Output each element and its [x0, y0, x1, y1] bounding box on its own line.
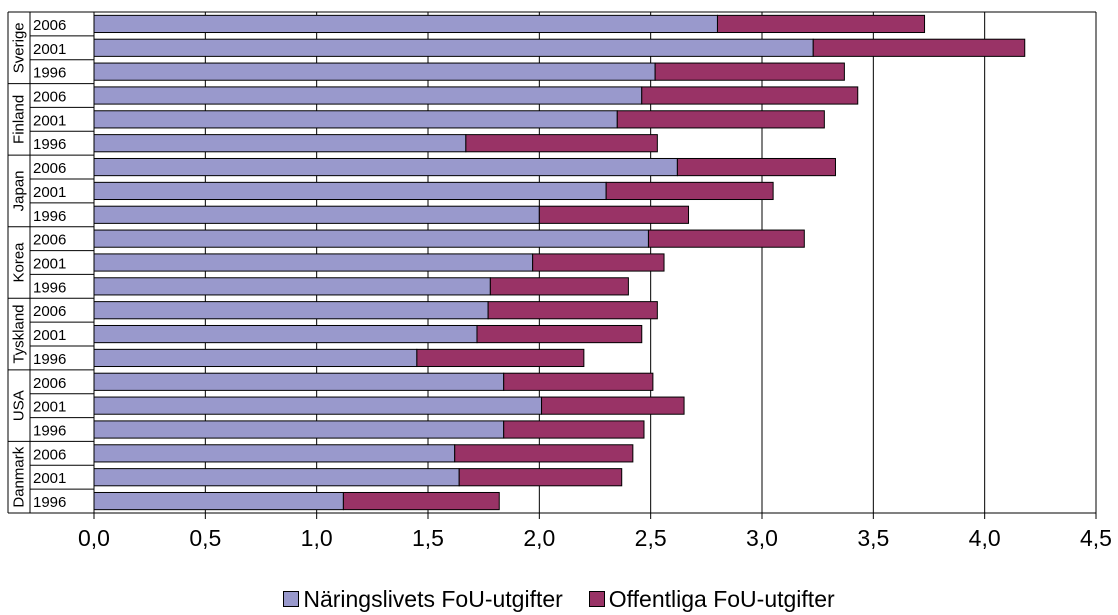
bar-public [616, 110, 825, 129]
bar-business [93, 205, 540, 224]
legend-swatch-public [588, 591, 605, 607]
legend-label-business: Näringslivets FoU-utgifter [303, 585, 563, 612]
bar-business [93, 468, 460, 487]
bar-business [93, 444, 456, 463]
year-label: 1996 [33, 279, 66, 296]
bar-public [342, 491, 500, 511]
chart: 2006 2001 1996 2006 2001 1996 2006 2001 1996 2006… [7, 11, 1112, 551]
bar-public [716, 14, 926, 34]
bar-business [93, 277, 491, 296]
year-label: 2006 [33, 375, 66, 392]
year-label: 1996 [33, 351, 66, 368]
bar-public [676, 157, 836, 177]
year-label: 2001 [33, 41, 66, 58]
x-tick-label: 3,0 [746, 525, 778, 551]
country-label: Japan [11, 170, 28, 211]
x-tick-label: 0,5 [189, 525, 221, 551]
bar-business [93, 181, 607, 201]
bar-business [93, 38, 814, 57]
year-label: 1996 [33, 136, 66, 153]
x-tick-label: 2,5 [635, 525, 667, 551]
country-label: Danmark [11, 446, 28, 507]
year-label: 2006 [33, 446, 66, 463]
bar-public [654, 62, 845, 81]
bar-public [489, 277, 629, 296]
bar-business [93, 372, 505, 391]
bar-public [454, 444, 634, 463]
bar-business [93, 110, 618, 129]
legend-label-public: Offentliga FoU-utgifter [608, 585, 835, 612]
x-tick-label: 3,5 [857, 525, 889, 551]
bar-business [93, 253, 534, 272]
year-label: 2001 [33, 470, 66, 487]
bar-business [93, 14, 718, 34]
bar-public [605, 181, 774, 201]
year-label: 2001 [33, 327, 66, 344]
legend: Näringslivets FoU-utgifter Offentliga Fo… [0, 586, 1118, 612]
bar-business [93, 229, 649, 248]
country-label: Korea [11, 242, 28, 283]
legend-item-public: Offentliga FoU-utgifter [588, 585, 835, 613]
bar-business [93, 348, 418, 368]
x-tick-label: 2,0 [523, 525, 555, 551]
bar-public [476, 324, 643, 344]
year-label: 2001 [33, 399, 66, 416]
year-label: 2001 [33, 256, 66, 273]
bar-public [812, 38, 1026, 57]
bar-business [93, 301, 489, 320]
bar-business [93, 134, 467, 153]
country-label: Finland [11, 95, 28, 144]
country-label: Sverige [11, 22, 28, 73]
bar-business [93, 420, 505, 439]
legend-item-business: Näringslivets FoU-utgifter [283, 585, 563, 613]
bar-business [93, 62, 656, 81]
bar-public [465, 134, 658, 153]
bar-business [93, 157, 678, 177]
year-label: 1996 [33, 208, 66, 225]
bar-public [503, 372, 654, 391]
year-label: 2001 [33, 112, 66, 129]
bar-public [458, 468, 623, 487]
x-tick-label: 4,5 [1080, 525, 1112, 551]
bar-public [487, 301, 658, 320]
bar-business [93, 324, 478, 344]
year-label: 2006 [33, 232, 66, 249]
bar-business [93, 396, 543, 415]
year-label: 1996 [33, 65, 66, 82]
year-label: 1996 [33, 494, 66, 511]
year-label: 2006 [33, 89, 66, 106]
country-label: USA [11, 390, 28, 421]
legend-swatch-business [283, 591, 300, 607]
x-tick-label: 1,0 [301, 525, 333, 551]
year-label: 1996 [33, 423, 66, 440]
bar-business [93, 491, 344, 511]
bar-public [532, 253, 665, 272]
year-label: 2006 [33, 160, 66, 177]
bar-public [538, 205, 690, 224]
year-label: 2006 [33, 303, 66, 320]
bar-business [93, 86, 643, 105]
bar-public [647, 229, 805, 248]
year-label: 2006 [33, 17, 66, 34]
bar-public [641, 86, 859, 105]
year-label: 2001 [33, 184, 66, 201]
country-label: Tyskland [11, 304, 28, 363]
bar-public [503, 420, 645, 439]
x-tick-label: 4,0 [969, 525, 1001, 551]
bar-public [416, 348, 585, 368]
bar-public [541, 396, 685, 415]
x-tick-label: 1,5 [412, 525, 444, 551]
x-tick-label: 0,0 [78, 525, 110, 551]
